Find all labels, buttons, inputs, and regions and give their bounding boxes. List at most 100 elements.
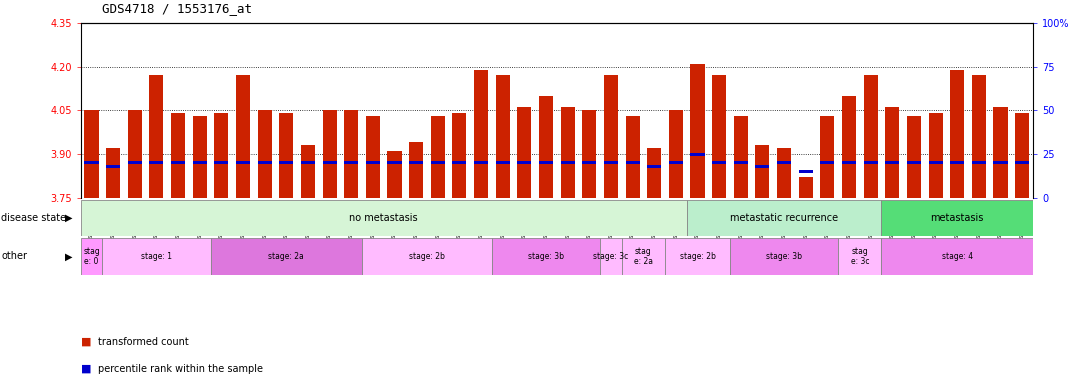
Bar — [430, 161, 444, 164]
Text: ■: ■ — [81, 364, 91, 374]
Bar — [107, 165, 121, 168]
Text: stag
e: 3c: stag e: 3c — [850, 247, 869, 266]
Bar — [625, 116, 639, 198]
Text: ▶: ▶ — [65, 213, 72, 223]
Bar — [366, 116, 380, 198]
Bar — [150, 75, 164, 198]
Bar — [150, 161, 164, 164]
Bar — [730, 238, 838, 275]
Bar — [929, 161, 943, 164]
Bar — [280, 113, 294, 198]
Bar — [362, 238, 492, 275]
Bar — [604, 75, 618, 198]
Bar — [820, 116, 834, 198]
Bar — [669, 111, 683, 198]
Bar — [323, 161, 337, 164]
Bar — [838, 238, 881, 275]
Bar — [929, 113, 943, 198]
Text: stage: 3b: stage: 3b — [766, 252, 802, 261]
Bar — [344, 111, 358, 198]
Bar — [561, 161, 575, 164]
Bar — [236, 161, 250, 164]
Text: other: other — [1, 251, 27, 262]
Text: ▶: ▶ — [65, 251, 72, 262]
Bar — [81, 200, 686, 236]
Text: stage: 2b: stage: 2b — [680, 252, 716, 261]
Bar — [798, 177, 812, 198]
Bar — [712, 161, 726, 164]
Bar — [236, 75, 250, 198]
Bar — [777, 161, 791, 164]
Bar — [972, 75, 986, 198]
Text: stage: 2b: stage: 2b — [409, 252, 444, 261]
Bar — [907, 116, 921, 198]
Bar — [755, 165, 769, 168]
Bar — [475, 70, 489, 198]
Text: stage: 2a: stage: 2a — [268, 252, 305, 261]
Text: ■: ■ — [81, 337, 91, 347]
Text: GDS4718 / 1553176_at: GDS4718 / 1553176_at — [102, 2, 252, 15]
Bar — [864, 75, 878, 198]
Text: metastasis: metastasis — [931, 213, 983, 223]
Bar — [301, 145, 315, 198]
Bar — [734, 161, 748, 164]
Bar — [950, 70, 964, 198]
Bar — [323, 111, 337, 198]
Bar — [128, 111, 142, 198]
Text: stag
e: 2a: stag e: 2a — [634, 247, 653, 266]
Bar — [257, 161, 272, 164]
Bar — [691, 152, 705, 156]
Bar — [1015, 113, 1029, 198]
Bar — [561, 108, 575, 198]
Bar — [496, 75, 510, 198]
Bar — [625, 161, 639, 164]
Bar — [496, 161, 510, 164]
Text: stage: 3b: stage: 3b — [528, 252, 564, 261]
Bar — [622, 238, 665, 275]
Bar — [430, 116, 444, 198]
Bar — [886, 161, 900, 164]
Bar — [214, 161, 228, 164]
Bar — [387, 151, 401, 198]
Text: stage: 1: stage: 1 — [141, 252, 172, 261]
Bar — [102, 238, 211, 275]
Bar — [604, 161, 618, 164]
Bar — [475, 161, 489, 164]
Bar — [907, 161, 921, 164]
Bar — [107, 148, 121, 198]
Bar — [193, 161, 207, 164]
Bar — [712, 75, 726, 198]
Bar — [647, 165, 662, 168]
Bar — [280, 161, 294, 164]
Bar — [686, 200, 881, 236]
Bar — [193, 116, 207, 198]
Bar — [755, 145, 769, 198]
Text: stag
e: 0: stag e: 0 — [83, 247, 100, 266]
Bar — [366, 161, 380, 164]
Bar — [452, 113, 467, 198]
Text: no metastasis: no metastasis — [350, 213, 417, 223]
Bar — [665, 238, 730, 275]
Bar — [734, 116, 748, 198]
Bar — [518, 108, 532, 198]
Bar — [214, 113, 228, 198]
Bar — [993, 108, 1007, 198]
Bar — [582, 111, 596, 198]
Text: percentile rank within the sample: percentile rank within the sample — [98, 364, 263, 374]
Bar — [972, 161, 986, 164]
Bar — [582, 161, 596, 164]
Bar — [841, 161, 856, 164]
Bar — [820, 161, 834, 164]
Text: metastatic recurrence: metastatic recurrence — [730, 213, 838, 223]
Bar — [344, 161, 358, 164]
Bar — [85, 161, 99, 164]
Bar — [81, 238, 102, 275]
Bar — [881, 238, 1033, 275]
Bar — [841, 96, 856, 198]
Bar — [691, 64, 705, 198]
Text: transformed count: transformed count — [98, 337, 188, 347]
Bar — [409, 142, 423, 198]
Bar — [886, 108, 900, 198]
Bar — [171, 161, 185, 164]
Bar — [798, 170, 812, 173]
